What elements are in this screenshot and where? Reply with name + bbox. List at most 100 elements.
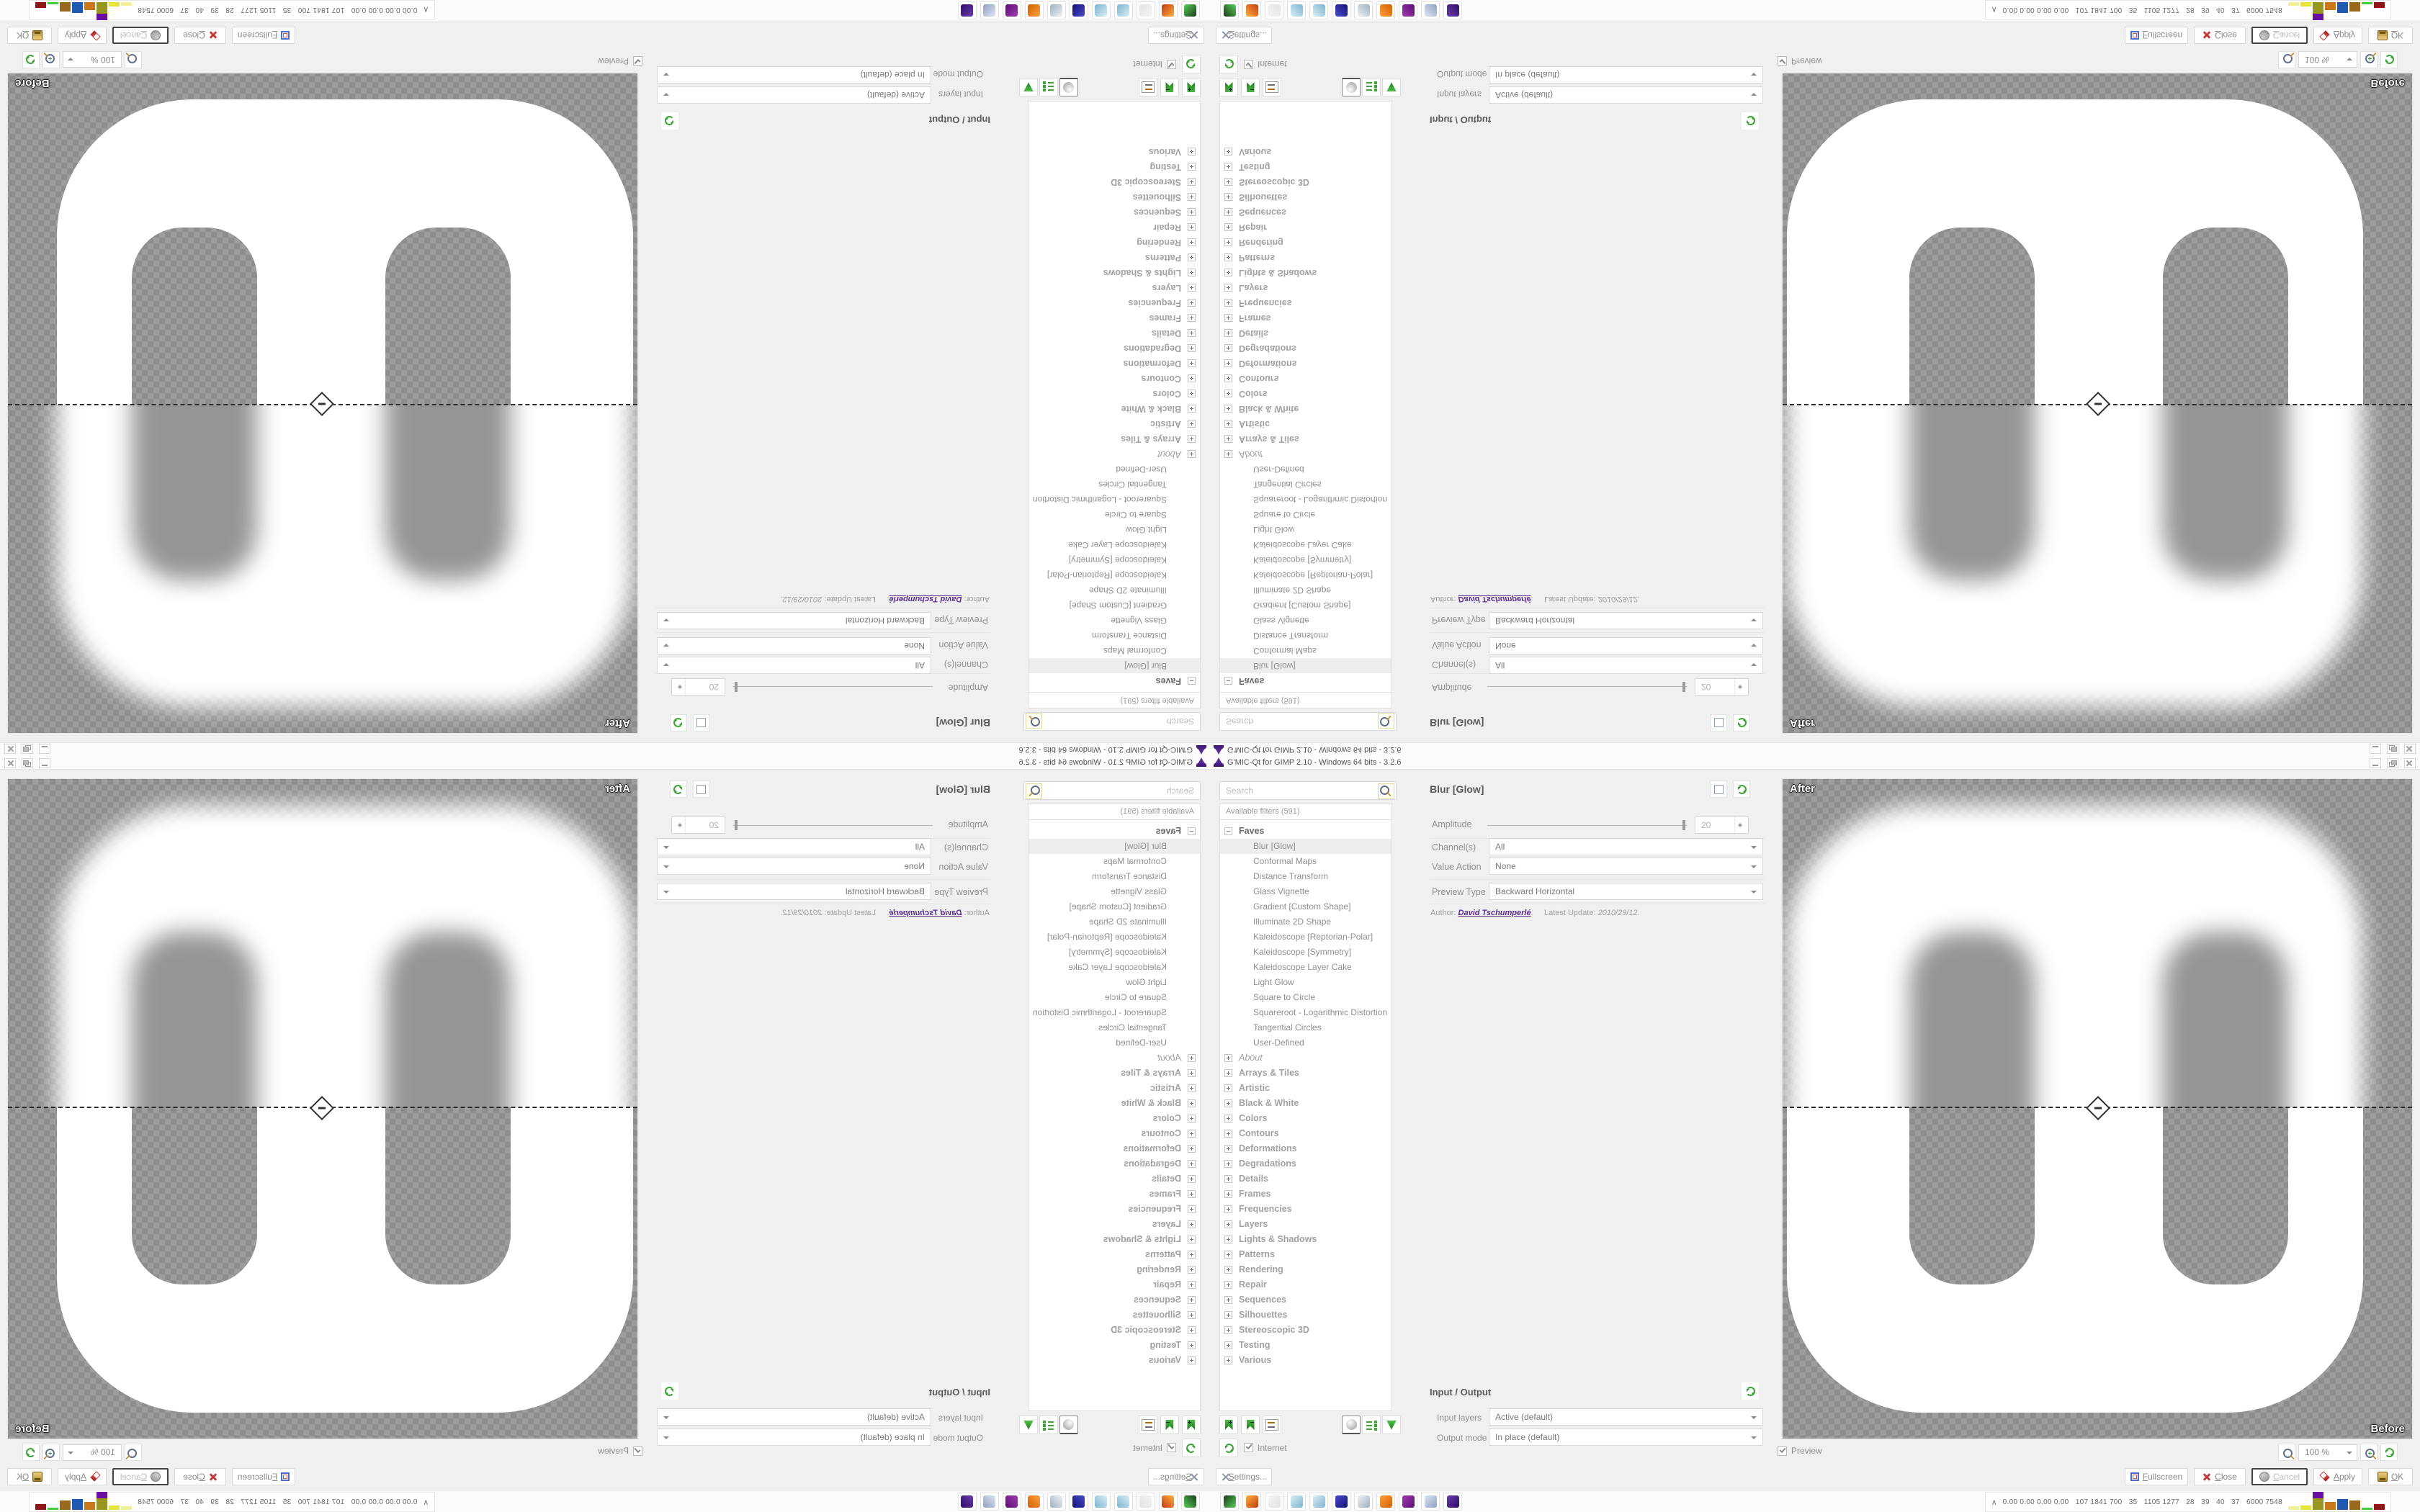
cancel-button[interactable]: Cancel — [2251, 27, 2308, 44]
filter-category[interactable]: Deformations — [1028, 1141, 1200, 1156]
expand-icon[interactable] — [1188, 420, 1196, 428]
value-action-select[interactable]: None — [657, 858, 931, 875]
close-button[interactable]: Close — [2194, 1468, 2246, 1485]
zoom-in-button[interactable] — [2360, 51, 2378, 68]
filter-item[interactable]: Conformal Maps — [1253, 646, 1317, 656]
filter-category[interactable]: Black & White — [1220, 401, 1392, 416]
amplitude-slider[interactable] — [733, 686, 933, 687]
filter-category[interactable]: About — [1220, 1050, 1392, 1066]
filter-item[interactable]: Square to Circle — [1253, 992, 1316, 1002]
filter-item[interactable]: User-Defined — [1116, 1038, 1167, 1048]
preview-checkbox[interactable] — [1778, 56, 1787, 66]
filter-item[interactable]: Illuminate 2D Shape — [1088, 585, 1167, 595]
zoom-in-button[interactable] — [42, 51, 60, 68]
amplitude-spinbox[interactable]: 20 — [671, 816, 725, 834]
filter-item[interactable]: Kaleidoscope [Reptorian-Polar] — [1253, 570, 1373, 580]
preview-sphere-button[interactable] — [1059, 1416, 1078, 1434]
restore-icon[interactable] — [22, 744, 33, 754]
minimize-icon[interactable] — [39, 744, 50, 754]
filter-category[interactable]: Arrays & Tiles — [1028, 431, 1200, 446]
reset-filter-button[interactable] — [1733, 780, 1750, 798]
filter-item[interactable]: Distance Transform — [1253, 631, 1329, 641]
zoom-level-select[interactable]: 100 % — [63, 51, 122, 68]
minimize-icon[interactable] — [39, 758, 50, 768]
filter-item[interactable]: Blur [Glow] — [1220, 839, 1392, 854]
taskbar-app-firefox[interactable] — [1242, 1493, 1261, 1511]
filter-selection-mode-button[interactable] — [1039, 78, 1058, 96]
expand-icon[interactable] — [1188, 1341, 1196, 1349]
taskbar-app-owl[interactable] — [1003, 1493, 1021, 1511]
filter-item[interactable]: Tangential Circles — [1253, 1022, 1322, 1032]
taskbar-app-script[interactable] — [1354, 1, 1373, 19]
expand-icon[interactable] — [1188, 223, 1196, 231]
filter-item[interactable]: Squareroot - Logarithmic Distortion — [1032, 495, 1167, 505]
ok-button[interactable]: OK — [7, 1468, 52, 1485]
expand-icon[interactable] — [1188, 1160, 1196, 1168]
search-input[interactable] — [1023, 781, 1201, 800]
zoom-level-select[interactable]: 100 % — [63, 1444, 122, 1461]
filter-item[interactable]: Kaleidoscope [Reptorian-Polar] — [1047, 932, 1167, 942]
filter-category[interactable]: Testing — [1220, 159, 1392, 174]
close-window-icon[interactable] — [4, 758, 16, 768]
taskbar-app-wizard-hat[interactable] — [1443, 1493, 1462, 1511]
filter-category[interactable]: Frequencies — [1028, 295, 1200, 310]
rename-fave-button[interactable] — [1263, 78, 1281, 96]
filter-item[interactable]: Conformal Maps — [1103, 646, 1167, 656]
settings-button[interactable]: Settings... — [1216, 1468, 1272, 1485]
amplitude-slider-handle[interactable] — [1682, 682, 1685, 692]
filter-item[interactable]: Glass Vignette — [1111, 886, 1167, 896]
expand-icon[interactable] — [1188, 1145, 1196, 1153]
filter-category[interactable]: Colors — [1220, 386, 1392, 401]
filter-category[interactable]: Stereoscopic 3D — [1220, 1323, 1392, 1338]
expand-icon[interactable] — [1224, 1220, 1232, 1228]
taskbar-app-owl[interactable] — [1003, 1, 1021, 19]
expand-icon[interactable] — [1188, 329, 1196, 337]
author-link[interactable]: David Tschumperlé — [889, 595, 962, 603]
filter-category[interactable]: About — [1220, 446, 1392, 462]
filter-item[interactable]: Light Glow — [1126, 525, 1167, 535]
taskbar-app-firefox[interactable] — [1159, 1493, 1178, 1511]
io-reset-button[interactable] — [1742, 1382, 1759, 1400]
filter-item[interactable]: Kaleidoscope [Symmetry] — [1253, 555, 1352, 565]
search-input[interactable] — [1219, 781, 1397, 800]
filter-category[interactable]: Repair — [1028, 1277, 1200, 1292]
taskbar-app-floppy-64[interactable] — [1332, 1, 1350, 19]
expand-icon[interactable] — [1188, 1069, 1196, 1077]
ok-button[interactable]: OK — [7, 27, 52, 44]
search-icon[interactable] — [1378, 783, 1394, 799]
expand-icon[interactable] — [1188, 344, 1196, 352]
filter-category[interactable]: Black & White — [1220, 1096, 1392, 1111]
filter-category[interactable]: Deformations — [1220, 1141, 1392, 1156]
filter-category[interactable]: Layers — [1028, 280, 1200, 295]
amplitude-slider[interactable] — [733, 825, 933, 826]
search-input[interactable] — [1023, 712, 1201, 731]
expand-icon[interactable] — [1224, 1160, 1232, 1168]
filter-category[interactable]: Various — [1220, 1353, 1392, 1368]
tray-chevron-icon[interactable]: ∧ — [1991, 1498, 1997, 1507]
expand-icon[interactable] — [1188, 269, 1196, 276]
copy-command-button[interactable] — [693, 780, 710, 798]
io-reset-button[interactable] — [661, 112, 678, 130]
faves-group-row[interactable]: Faves — [1220, 824, 1392, 839]
zoom-out-button[interactable] — [125, 1444, 142, 1461]
filter-category[interactable]: Frequencies — [1220, 1202, 1392, 1217]
close-window-icon[interactable] — [4, 744, 16, 754]
filter-category[interactable]: Rendering — [1028, 235, 1200, 250]
close-button[interactable]: Close — [174, 1468, 226, 1485]
filter-item[interactable]: Square to Circle — [1104, 992, 1167, 1002]
expand-icon[interactable] — [1188, 1326, 1196, 1334]
taskbar-app-calculator[interactable] — [1421, 1493, 1440, 1511]
filter-category[interactable]: Arrays & Tiles — [1220, 1066, 1392, 1081]
spinner-arrows-icon[interactable] — [675, 817, 686, 833]
expand-icon[interactable] — [1188, 1115, 1196, 1122]
expand-icon[interactable] — [1188, 1130, 1196, 1138]
zoom-in-button[interactable] — [2360, 1444, 2378, 1461]
preview-type-select[interactable]: Backward Horizontal — [657, 612, 931, 629]
taskbar-app-drive[interactable] — [1220, 1, 1239, 19]
value-action-select[interactable]: None — [1489, 637, 1763, 654]
filter-category[interactable]: Silhouettes — [1220, 1308, 1392, 1323]
taskbar-app-notepad2[interactable] — [1092, 1, 1111, 19]
expand-icon[interactable] — [1224, 1054, 1232, 1062]
amplitude-slider-handle[interactable] — [735, 820, 738, 830]
filter-item[interactable]: Kaleidoscope [Symmetry] — [1068, 555, 1167, 565]
